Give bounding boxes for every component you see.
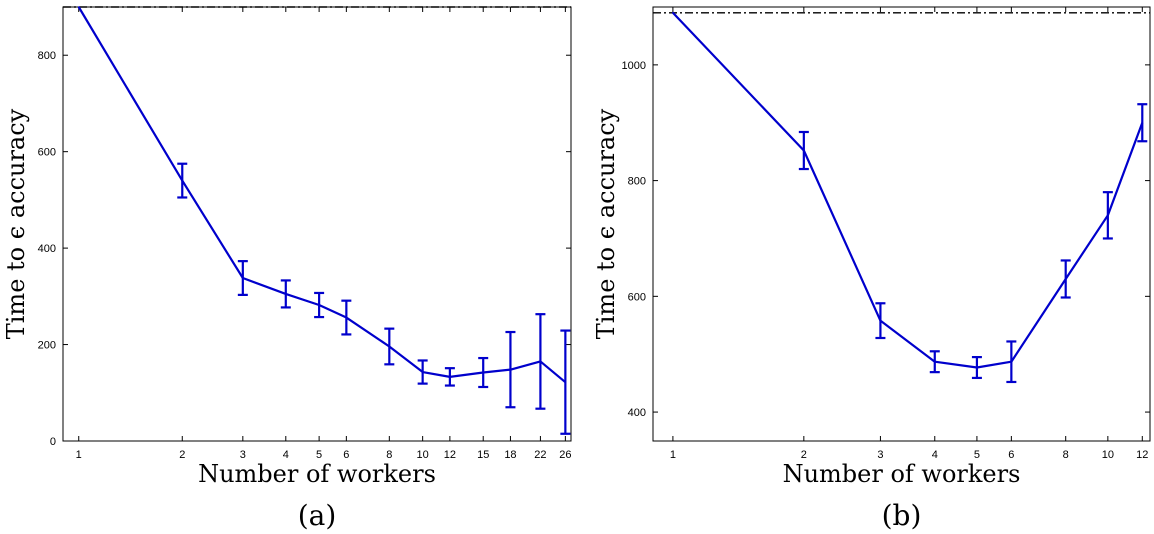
data-point [77,6,80,8]
y-tick-label: 600 [628,291,646,303]
error-bar [177,162,188,199]
y-tick-label: 600 [38,147,56,159]
error-bar [384,327,395,366]
data-point [672,11,674,14]
series-line [77,6,567,384]
x-tick-label: 10 [1102,449,1114,461]
error-bar [560,329,571,435]
plot-frame [652,6,1151,442]
x-tick-label: 8 [386,449,392,461]
x-tick-label: 8 [1063,449,1069,461]
y-tick-label: 1000 [622,60,646,72]
error-bar [798,130,809,171]
x-tick-label: 12 [1136,449,1148,461]
error-bar [280,279,291,309]
x-tick-label: 4 [283,449,289,461]
panel-label: (b) [882,499,922,532]
error-bar [444,367,455,387]
error-bar [505,330,516,409]
y-axis-title: Time to ϵ accuracy [592,108,620,339]
series-line [672,12,1144,369]
error-bar [875,302,886,340]
error-bar [535,313,546,410]
x-tick-label: 5 [316,449,322,461]
error-bar [1102,191,1113,240]
plot-frame [62,6,572,442]
panel-label: (a) [298,499,337,532]
x-tick-label: 5 [974,449,980,461]
y-tick-label: 200 [38,340,56,352]
x-tick-label: 2 [801,449,807,461]
x-tick-label: 3 [240,449,246,461]
error-bar [478,356,489,389]
x-tick-label: 3 [877,449,883,461]
x-tick-label: 6 [343,449,349,461]
y-tick-label: 800 [628,176,646,188]
x-tick-label: 6 [1008,449,1014,461]
x-axis-title: Number of workers [198,460,436,488]
x-tick-label: 12 [444,449,456,461]
error-bar [971,355,982,380]
error-bar [1006,340,1017,384]
y-tick-label: 0 [50,436,56,448]
x-tick-label: 2 [179,449,185,461]
x-axis-title: Number of workers [783,460,1021,488]
y-axis-title: Time to ϵ accuracy [2,108,30,339]
error-bar [314,291,325,319]
x-tick-label: 4 [932,449,938,461]
error-bar [417,359,428,385]
error-bar [1060,259,1071,299]
x-tick-label: 18 [504,449,516,461]
error-bar [341,299,352,336]
x-tick-label: 15 [477,449,489,461]
x-tick-label: 10 [417,449,429,461]
error-bar [1137,103,1148,143]
x-tick-label: 1 [76,449,82,461]
x-tick-label: 26 [559,449,571,461]
error-bar [929,350,940,374]
x-tick-label: 22 [534,449,546,461]
x-tick-label: 1 [670,449,676,461]
y-tick-label: 400 [38,243,56,255]
error-bar [237,260,248,296]
y-tick-label: 800 [38,50,56,62]
y-tick-label: 400 [628,407,646,419]
